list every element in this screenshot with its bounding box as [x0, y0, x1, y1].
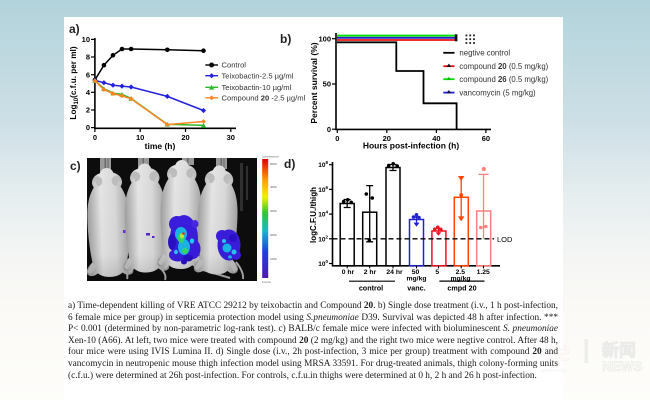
- svg-text:NEWS: NEWS: [602, 359, 643, 374]
- svg-text:Counts: Counts: [262, 280, 271, 284]
- svg-text:6: 6: [86, 70, 90, 79]
- svg-text:0: 0: [93, 133, 97, 142]
- svg-text:compound 26 (0.5 mg/kg): compound 26 (0.5 mg/kg): [459, 75, 548, 84]
- svg-text:mg/kg: mg/kg: [450, 275, 470, 282]
- svg-text:0: 0: [327, 125, 331, 134]
- svg-text:108: 108: [318, 160, 328, 169]
- svg-text:vancomycin (5 mg/kg): vancomycin (5 mg/kg): [459, 88, 536, 97]
- svg-text:104: 104: [318, 210, 328, 219]
- svg-text:10: 10: [136, 133, 144, 142]
- svg-text:20: 20: [383, 134, 391, 143]
- svg-text:compound 20 (0.5 mg/kg): compound 20 (0.5 mg/kg): [459, 62, 548, 71]
- svg-text:c): c): [70, 159, 81, 173]
- svg-text:3000: 3000: [270, 209, 277, 213]
- svg-text:Log10(c.f.u. per ml): Log10(c.f.u. per ml): [69, 46, 80, 119]
- svg-text:Luminescence: Luminescence: [262, 155, 279, 159]
- svg-text:50: 50: [412, 269, 420, 276]
- svg-text:b): b): [280, 32, 291, 46]
- svg-text:vanc.: vanc.: [407, 283, 425, 292]
- svg-text:1000: 1000: [270, 257, 277, 261]
- svg-text:102: 102: [318, 234, 328, 243]
- svg-text:106: 106: [318, 185, 328, 194]
- svg-text:60: 60: [482, 134, 490, 143]
- svg-text:0: 0: [335, 134, 339, 143]
- svg-text:0 hr: 0 hr: [342, 269, 355, 276]
- svg-text:学: 学: [546, 344, 570, 371]
- svg-text:negtive control: negtive control: [459, 49, 510, 58]
- svg-text:40: 40: [432, 134, 440, 143]
- svg-text:新闻: 新闻: [602, 340, 636, 360]
- svg-text:Hours post-infection (h): Hours post-infection (h): [363, 141, 459, 151]
- svg-text:2: 2: [86, 106, 90, 115]
- svg-text:20: 20: [181, 133, 189, 142]
- svg-text:mg/kg: mg/kg: [406, 275, 426, 282]
- svg-text:university: university: [541, 367, 567, 374]
- svg-text:30: 30: [227, 133, 235, 142]
- svg-text:10: 10: [82, 35, 90, 44]
- svg-text:100: 100: [318, 259, 328, 268]
- svg-text:1.25: 1.25: [477, 269, 490, 276]
- svg-text:24 hr: 24 hr: [386, 269, 403, 276]
- svg-text:2000: 2000: [270, 233, 277, 237]
- svg-text:5000: 5000: [270, 162, 277, 166]
- svg-text:Compound 20 -2.5 µg/ml: Compound 20 -2.5 µg/ml: [222, 94, 306, 103]
- svg-text:50: 50: [323, 80, 331, 89]
- svg-text:100: 100: [318, 34, 331, 43]
- svg-text:Percent survival (%): Percent survival (%): [309, 42, 319, 123]
- svg-text:2.5: 2.5: [456, 269, 466, 276]
- svg-text:Teixobactin-10 µg/ml: Teixobactin-10 µg/ml: [222, 83, 292, 92]
- svg-text:time (h): time (h): [145, 141, 176, 151]
- svg-text:8: 8: [86, 53, 90, 62]
- svg-text:0: 0: [86, 123, 90, 132]
- svg-text:5: 5: [435, 269, 439, 276]
- svg-text:4000: 4000: [270, 185, 277, 189]
- svg-text:cmpd 20: cmpd 20: [447, 283, 476, 292]
- svg-text:Teixobactin-2.5 µg/ml: Teixobactin-2.5 µg/ml: [222, 71, 294, 80]
- svg-text:LOD: LOD: [497, 235, 513, 244]
- svg-text:logC.F.U./thigh: logC.F.U./thigh: [309, 187, 318, 243]
- svg-text:control: control: [359, 283, 383, 292]
- svg-text:a): a): [69, 22, 80, 36]
- svg-text:4: 4: [86, 88, 91, 97]
- svg-text:d): d): [284, 157, 295, 171]
- svg-text:Control: Control: [222, 61, 247, 70]
- svg-text:2 hr: 2 hr: [364, 269, 377, 276]
